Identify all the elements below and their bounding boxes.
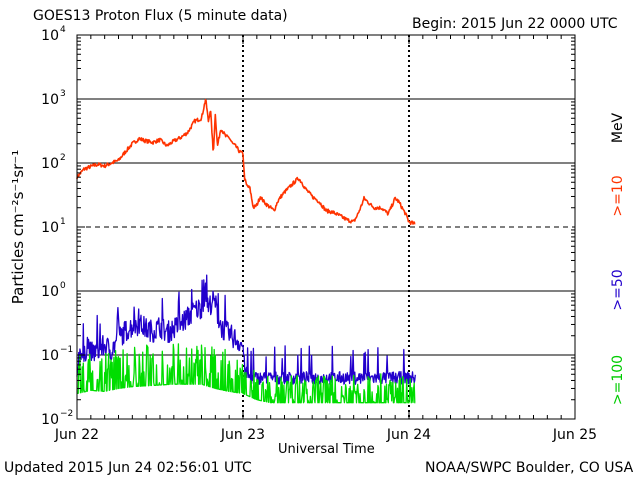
legend-ge100: >=100 bbox=[610, 354, 626, 406]
legend-ge50: >=50 bbox=[610, 269, 626, 311]
y-tick-exponent: 3 bbox=[60, 89, 66, 99]
chart-title: GOES13 Proton Flux (5 minute data) bbox=[33, 8, 288, 24]
y-tick-label: 10 bbox=[41, 412, 59, 428]
y-tick-label: 10 bbox=[41, 92, 59, 108]
legend-mev-unit: MeV bbox=[610, 112, 626, 144]
begin-time: Begin: 2015 Jun 22 0000 UTC bbox=[412, 16, 618, 32]
series-line-ge10 bbox=[76, 98, 416, 226]
x-tick-label: Jun 25 bbox=[552, 427, 597, 443]
y-tick-label: 10 bbox=[41, 284, 59, 300]
x-tick-label: Jun 24 bbox=[386, 427, 431, 443]
x-tick-label: Jun 22 bbox=[54, 427, 99, 443]
series-layer bbox=[76, 98, 416, 404]
y-tick-exponent: 4 bbox=[60, 25, 66, 35]
series-line-ge50 bbox=[76, 274, 416, 385]
y-tick-label: 10 bbox=[41, 220, 59, 236]
y-tick-exponent: 2 bbox=[60, 153, 66, 163]
plot-frame bbox=[76, 34, 576, 420]
x-axis-label: Universal Time bbox=[278, 442, 375, 457]
y-tick-exponent: −1 bbox=[60, 345, 73, 355]
y-tick-exponent: −2 bbox=[60, 409, 73, 419]
y-tick-label: 10 bbox=[41, 28, 59, 44]
y-tick-label: 10 bbox=[41, 348, 59, 364]
source-credit: NOAA/SWPC Boulder, CO USA bbox=[425, 460, 634, 476]
y-axis-label: Particles cm⁻²s⁻¹sr⁻¹ bbox=[9, 149, 27, 305]
y-tick-exponent: 1 bbox=[60, 217, 66, 227]
y-tick-exponent: 0 bbox=[60, 281, 66, 291]
legend-ge10: >=10 bbox=[610, 175, 626, 217]
y-tick-label: 10 bbox=[41, 156, 59, 172]
x-tick-label: Jun 23 bbox=[220, 427, 265, 443]
series-line-ge100 bbox=[76, 343, 416, 404]
updated-time: Updated 2015 Jun 24 02:56:01 UTC bbox=[4, 460, 252, 476]
grid-layer bbox=[77, 35, 575, 419]
